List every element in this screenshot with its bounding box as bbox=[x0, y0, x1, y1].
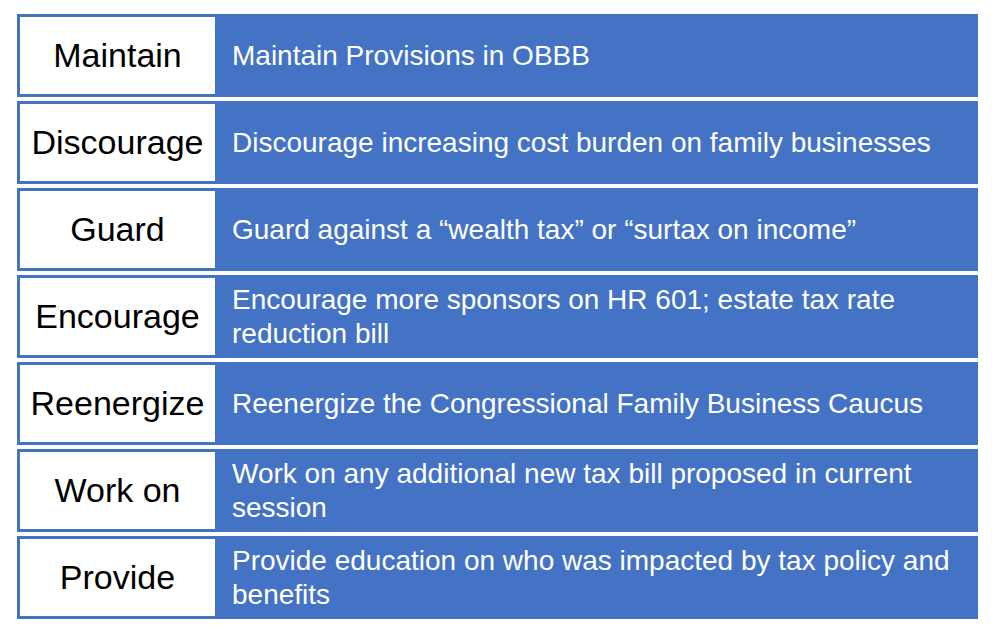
table-row: Provide Provide education on who was imp… bbox=[17, 536, 978, 619]
row-label-box: Work on bbox=[20, 452, 215, 529]
slide: Maintain Maintain Provisions in OBBB Dis… bbox=[0, 0, 998, 638]
row-label: Discourage bbox=[32, 124, 204, 161]
row-description: Encourage more sponsors on HR 601; estat… bbox=[215, 275, 978, 358]
table-row: Maintain Maintain Provisions in OBBB bbox=[17, 14, 978, 97]
row-label: Maintain bbox=[53, 37, 182, 74]
row-label: Provide bbox=[60, 559, 175, 596]
table-row: Encourage Encourage more sponsors on HR … bbox=[17, 275, 978, 358]
row-label-box: Guard bbox=[20, 191, 215, 268]
table-row: Reenergize Reenergize the Congressional … bbox=[17, 362, 978, 445]
table-row: Discourage Discourage increasing cost bu… bbox=[17, 101, 978, 184]
row-description: Discourage increasing cost burden on fam… bbox=[215, 101, 978, 184]
row-label-box: Discourage bbox=[20, 104, 215, 181]
row-description: Work on any additional new tax bill prop… bbox=[215, 449, 978, 532]
row-description: Guard against a “wealth tax” or “surtax … bbox=[215, 188, 978, 271]
table-row: Work on Work on any additional new tax b… bbox=[17, 449, 978, 532]
row-description: Provide education on who was impacted by… bbox=[215, 536, 978, 619]
row-label: Guard bbox=[70, 211, 165, 248]
row-label-box: Provide bbox=[20, 539, 215, 616]
row-label-box: Reenergize bbox=[20, 365, 215, 442]
row-label-box: Encourage bbox=[20, 278, 215, 355]
row-label: Reenergize bbox=[31, 385, 205, 422]
row-description: Reenergize the Congressional Family Busi… bbox=[215, 362, 978, 445]
row-label-box: Maintain bbox=[20, 17, 215, 94]
row-label: Work on bbox=[55, 472, 181, 509]
row-description: Maintain Provisions in OBBB bbox=[215, 14, 978, 97]
action-list: Maintain Maintain Provisions in OBBB Dis… bbox=[17, 14, 978, 623]
row-label: Encourage bbox=[35, 298, 199, 335]
table-row: Guard Guard against a “wealth tax” or “s… bbox=[17, 188, 978, 271]
